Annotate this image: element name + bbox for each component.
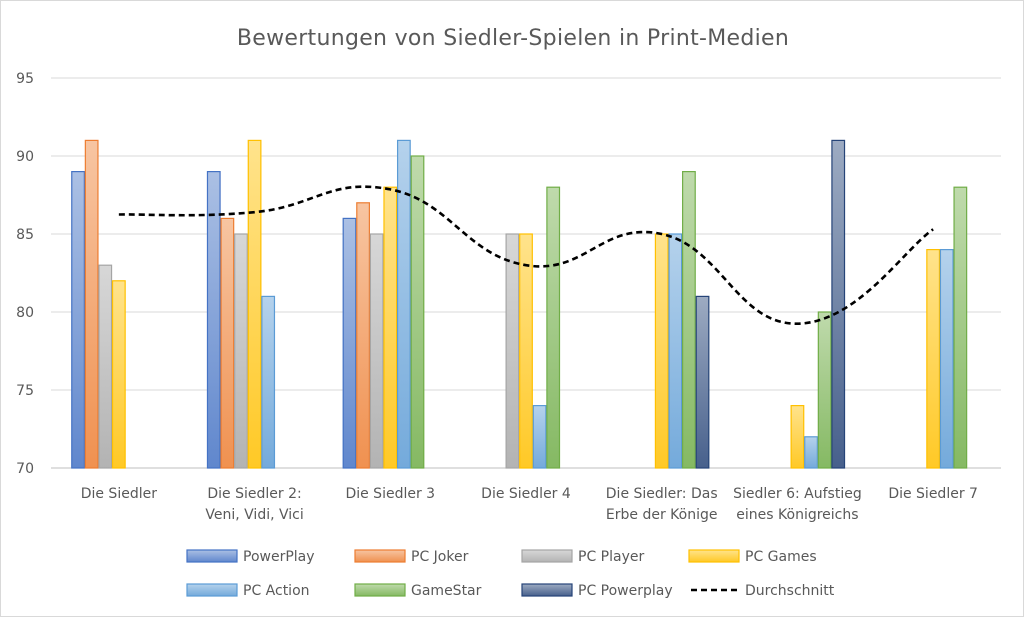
- legend-label: PowerPlay: [243, 549, 315, 565]
- legend-swatch: [521, 583, 573, 597]
- x-tick-label-line: Die Siedler 7: [888, 486, 978, 502]
- average-line: [118, 185, 934, 326]
- legend-label: PC Joker: [411, 549, 469, 565]
- bar-gamestar: [410, 155, 425, 469]
- bar-pc-games: [654, 233, 669, 469]
- x-tick-label-line: Siedler 6: Aufstieg: [733, 486, 862, 502]
- bar-pc-powerplay: [831, 139, 846, 469]
- bar-pc-joker: [84, 139, 99, 469]
- legend-label: Durchschnitt: [745, 583, 835, 599]
- bar-gamestar: [682, 171, 696, 469]
- bar-pc-games: [111, 280, 126, 469]
- bar-pc-action: [804, 436, 818, 469]
- x-tick-label: Die Siedler 7: [888, 486, 978, 502]
- x-tick-label-line: Die Siedler: Das: [606, 486, 718, 502]
- bar-pc-games: [790, 405, 805, 469]
- x-tick-label-line: Die Siedler 3: [345, 486, 435, 502]
- legend-item: PC Player: [521, 549, 644, 565]
- legend-label: PC Action: [243, 583, 310, 599]
- legend-item: GameStar: [354, 583, 482, 599]
- x-tick-label: Die Siedler: [81, 486, 158, 502]
- x-tick-label-line: Die Siedler 4: [481, 486, 571, 502]
- y-tick-label: 70: [16, 461, 34, 477]
- legend-swatch: [354, 583, 406, 597]
- legend: PowerPlay PC Joker PC Player PC Games PC Act…: [186, 549, 835, 599]
- y-tick-label: 85: [16, 227, 34, 243]
- legend-item: PC Games: [688, 549, 817, 565]
- legend-swatch: [521, 549, 573, 563]
- bar-pc-player: [98, 264, 113, 469]
- y-tick-label: 80: [16, 305, 34, 321]
- bar-pc-player: [505, 233, 520, 469]
- legend-swatch: [186, 549, 238, 563]
- bar-pc-player: [369, 233, 384, 469]
- bar-pc-action: [939, 249, 954, 469]
- legend-label: PC Powerplay: [578, 583, 673, 599]
- bar-pc-games: [383, 186, 398, 469]
- y-tick-label: 95: [16, 71, 34, 87]
- x-tick-label: Die Siedler 2: Veni, Vidi, Vici: [205, 486, 303, 523]
- average-line-layer: [118, 185, 934, 326]
- bar-pc-action: [668, 233, 683, 469]
- legend-item: PC Joker: [354, 549, 469, 565]
- legend-label: PC Games: [745, 549, 817, 565]
- bar-pc-action: [261, 295, 276, 469]
- bar-pc-action: [396, 139, 411, 469]
- bar-pc-joker: [356, 202, 370, 469]
- legend-label: PC Player: [578, 549, 644, 565]
- bar-powerplay: [206, 171, 221, 469]
- x-tick-label-line: Veni, Vidi, Vici: [205, 507, 303, 523]
- bar-pc-powerplay: [695, 295, 710, 469]
- bar-gamestar: [953, 186, 968, 469]
- x-axis-labels: Die Siedler Die Siedler 2: Veni, Vidi, Vic…: [81, 486, 978, 523]
- x-tick-label: Siedler 6: Aufstieg eines Königreichs: [733, 486, 862, 523]
- bar-pc-player: [234, 233, 248, 469]
- legend-item: PC Powerplay: [521, 583, 673, 599]
- x-tick-label: Die Siedler: Das Erbe der Könige: [606, 486, 718, 523]
- bar-gamestar: [817, 311, 832, 469]
- bar-powerplay: [71, 171, 85, 469]
- y-axis-ticks: 70 75 80 85 90 95: [16, 71, 34, 477]
- x-tick-label-line: Die Siedler 2:: [207, 486, 301, 502]
- legend-item: PowerPlay: [186, 549, 315, 565]
- bars: [71, 139, 968, 469]
- legend-swatch: [688, 549, 740, 563]
- bar-gamestar: [546, 186, 561, 469]
- y-tick-label: 90: [16, 149, 34, 165]
- bar-pc-action: [532, 405, 547, 469]
- x-tick-label: Die Siedler 3: [345, 486, 435, 502]
- bar-pc-joker: [220, 217, 235, 469]
- legend-item: Durchschnitt: [691, 583, 835, 599]
- y-tick-label: 75: [16, 383, 34, 399]
- bar-pc-games: [247, 139, 262, 469]
- legend-item: PC Action: [186, 583, 310, 599]
- x-tick-label-line: eines Königreichs: [736, 507, 858, 523]
- bar-pc-games: [519, 233, 533, 469]
- legend-swatch: [186, 583, 238, 597]
- x-tick-label-line: Die Siedler: [81, 486, 158, 502]
- x-tick-label-line: Erbe der Könige: [606, 507, 718, 523]
- x-tick-label: Die Siedler 4: [481, 486, 571, 502]
- bar-pc-games: [926, 249, 941, 469]
- chart-title: Bewertungen von Siedler-Spielen in Print…: [237, 26, 789, 51]
- legend-swatch: [354, 549, 406, 563]
- bar-powerplay: [342, 217, 357, 469]
- legend-label: GameStar: [411, 583, 482, 599]
